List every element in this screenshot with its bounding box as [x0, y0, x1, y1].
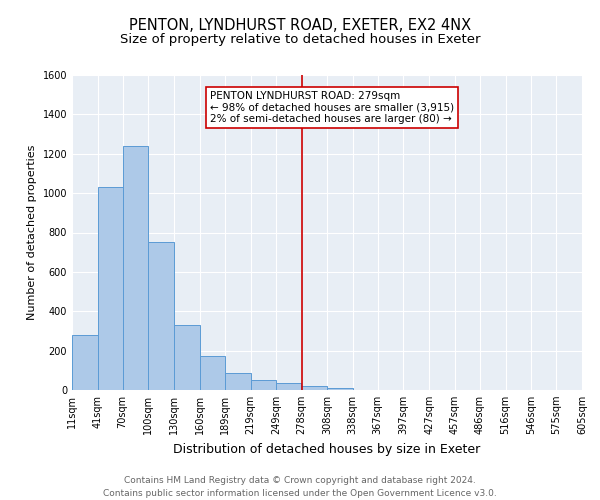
Text: Size of property relative to detached houses in Exeter: Size of property relative to detached ho…: [120, 32, 480, 46]
Y-axis label: Number of detached properties: Number of detached properties: [27, 145, 37, 320]
Bar: [200, 356, 225, 390]
Bar: [277, 383, 301, 390]
Bar: [225, 374, 251, 390]
Bar: [251, 380, 277, 390]
Bar: [174, 325, 200, 390]
Bar: [98, 187, 122, 390]
Bar: [72, 335, 98, 390]
Bar: [327, 388, 353, 390]
Bar: [301, 386, 327, 390]
Text: Contains HM Land Registry data © Crown copyright and database right 2024.
Contai: Contains HM Land Registry data © Crown c…: [103, 476, 497, 498]
Text: PENTON LYNDHURST ROAD: 279sqm
← 98% of detached houses are smaller (3,915)
2% of: PENTON LYNDHURST ROAD: 279sqm ← 98% of d…: [210, 91, 454, 124]
Bar: [148, 242, 174, 390]
Text: PENTON, LYNDHURST ROAD, EXETER, EX2 4NX: PENTON, LYNDHURST ROAD, EXETER, EX2 4NX: [129, 18, 471, 32]
Bar: [122, 146, 148, 390]
X-axis label: Distribution of detached houses by size in Exeter: Distribution of detached houses by size …: [173, 442, 481, 456]
